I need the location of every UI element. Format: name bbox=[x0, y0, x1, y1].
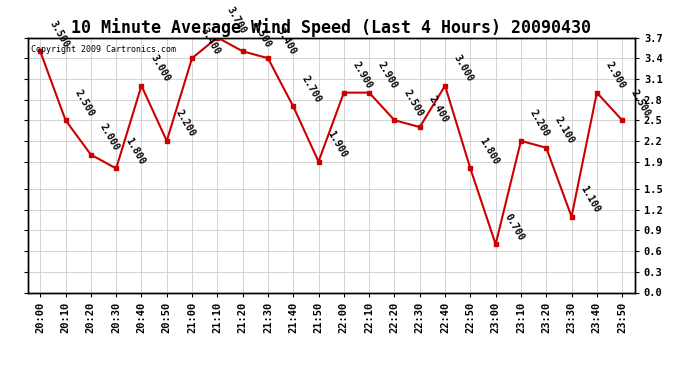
Text: 2.400: 2.400 bbox=[426, 94, 450, 125]
Text: 2.000: 2.000 bbox=[98, 122, 121, 153]
Text: 1.800: 1.800 bbox=[123, 136, 146, 166]
Text: 1.900: 1.900 bbox=[326, 129, 349, 159]
Text: 2.200: 2.200 bbox=[174, 108, 197, 139]
Text: 3.700: 3.700 bbox=[224, 5, 248, 35]
Text: 2.900: 2.900 bbox=[376, 60, 400, 90]
Text: 3.500: 3.500 bbox=[250, 19, 273, 49]
Text: 3.000: 3.000 bbox=[452, 53, 475, 84]
Text: 3.000: 3.000 bbox=[148, 53, 172, 84]
Text: 2.900: 2.900 bbox=[351, 60, 374, 90]
Text: 2.700: 2.700 bbox=[300, 74, 324, 104]
Text: 1.100: 1.100 bbox=[578, 184, 602, 214]
Text: 2.500: 2.500 bbox=[629, 88, 653, 118]
Text: 1.800: 1.800 bbox=[477, 136, 501, 166]
Text: 2.500: 2.500 bbox=[72, 88, 96, 118]
Text: 0.700: 0.700 bbox=[502, 211, 526, 242]
Text: 3.400: 3.400 bbox=[275, 26, 298, 56]
Text: 2.100: 2.100 bbox=[553, 115, 577, 146]
Text: 2.900: 2.900 bbox=[604, 60, 627, 90]
Text: 2.200: 2.200 bbox=[528, 108, 551, 139]
Title: 10 Minute Average Wind Speed (Last 4 Hours) 20090430: 10 Minute Average Wind Speed (Last 4 Hou… bbox=[71, 18, 591, 38]
Text: Copyright 2009 Cartronics.com: Copyright 2009 Cartronics.com bbox=[30, 45, 176, 54]
Text: 3.500: 3.500 bbox=[47, 19, 70, 49]
Text: 3.400: 3.400 bbox=[199, 26, 222, 56]
Text: 2.500: 2.500 bbox=[402, 88, 425, 118]
